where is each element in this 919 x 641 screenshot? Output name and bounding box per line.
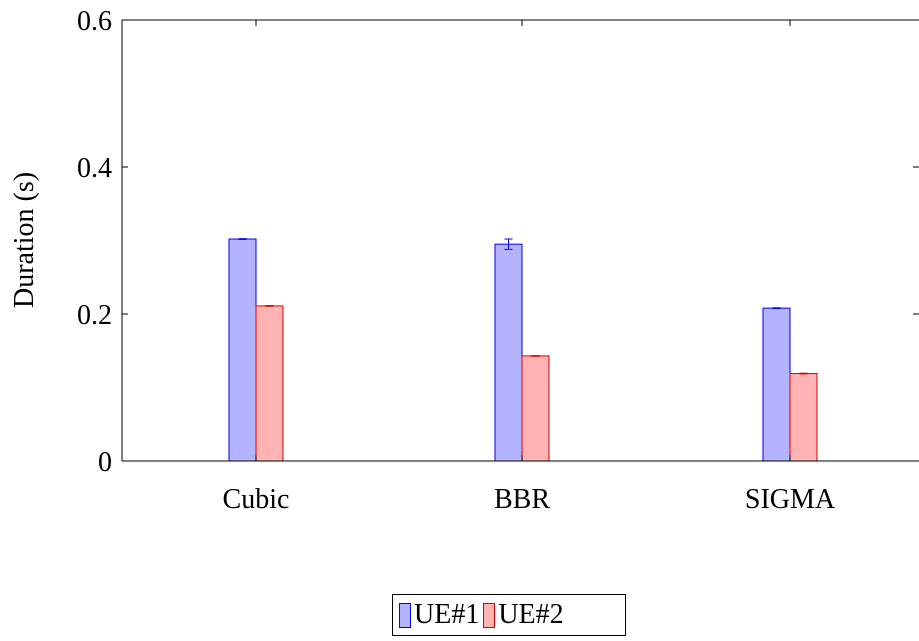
y-tick-label: 0.2 [77, 300, 112, 331]
legend-item-ue2: UE#2 [483, 599, 564, 631]
y-tick-label: 0.4 [77, 153, 112, 184]
bar-ue2-bbr [521, 355, 550, 462]
legend-label-ue2: UE#2 [498, 599, 564, 630]
bar-ue1-cubic [228, 238, 257, 462]
legend: UE#1 UE#2 [392, 594, 626, 636]
bar-ue2-sigma [789, 373, 818, 462]
chart-marks [228, 238, 818, 462]
bar-ue1-bbr [494, 243, 523, 462]
bar-ue1-sigma [762, 307, 791, 462]
y-tick-label: 0.6 [77, 6, 112, 37]
legend-item-ue1: UE#1 [399, 599, 479, 631]
x-tick-label-cubic: Cubic [223, 484, 290, 515]
x-tick-label-sigma: SIGMA [745, 484, 836, 515]
legend-swatch-ue1 [399, 602, 411, 628]
bar-ue2-cubic [255, 305, 284, 462]
chart-axes: 0 0.2 0.4 0.6 Cubic BBR SIGMA [77, 6, 919, 515]
y-axis-label: Duration (s) [9, 172, 40, 308]
legend-label-ue1: UE#1 [414, 599, 480, 630]
x-tick-label-bbr: BBR [494, 484, 550, 515]
y-tick-label: 0 [98, 447, 112, 478]
legend-swatch-ue2 [483, 602, 496, 628]
